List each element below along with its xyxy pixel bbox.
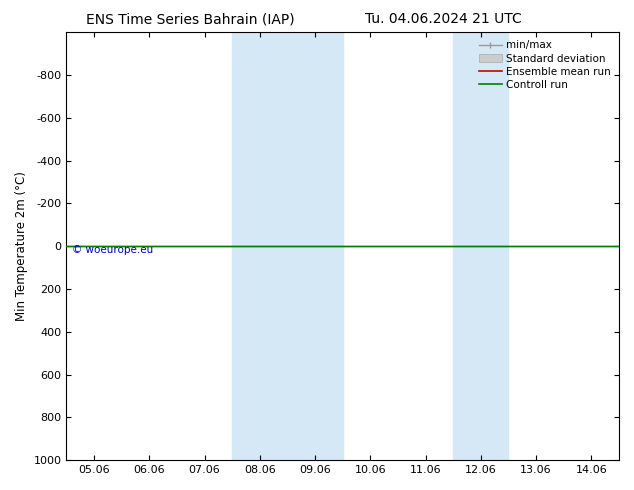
Bar [232, 32, 343, 460]
Text: ENS Time Series Bahrain (IAP): ENS Time Series Bahrain (IAP) [86, 12, 295, 26]
Bar [453, 32, 508, 460]
Y-axis label: Min Temperature 2m (°C): Min Temperature 2m (°C) [15, 171, 28, 321]
Text: Tu. 04.06.2024 21 UTC: Tu. 04.06.2024 21 UTC [365, 12, 522, 26]
Text: © woeurope.eu: © woeurope.eu [72, 245, 153, 255]
Legend: min/max, Standard deviation, Ensemble mean run, Controll run: min/max, Standard deviation, Ensemble me… [476, 37, 614, 93]
